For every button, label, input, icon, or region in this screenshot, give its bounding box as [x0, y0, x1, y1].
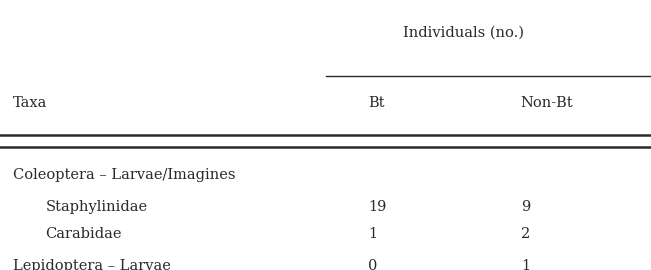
Text: 2: 2 — [521, 227, 530, 241]
Text: 19: 19 — [368, 200, 386, 214]
Text: Coleoptera – Larvae/Imagines: Coleoptera – Larvae/Imagines — [13, 168, 236, 183]
Text: Bt: Bt — [368, 96, 384, 110]
Text: Individuals (no.): Individuals (no.) — [404, 25, 524, 39]
Text: Non-Bt: Non-Bt — [521, 96, 574, 110]
Text: Staphylinidae: Staphylinidae — [46, 200, 148, 214]
Text: 9: 9 — [521, 200, 530, 214]
Text: 0: 0 — [368, 259, 377, 270]
Text: 1: 1 — [521, 259, 530, 270]
Text: 1: 1 — [368, 227, 377, 241]
Text: Carabidae: Carabidae — [46, 227, 122, 241]
Text: Lepidoptera – Larvae: Lepidoptera – Larvae — [13, 259, 171, 270]
Text: Taxa: Taxa — [13, 96, 48, 110]
